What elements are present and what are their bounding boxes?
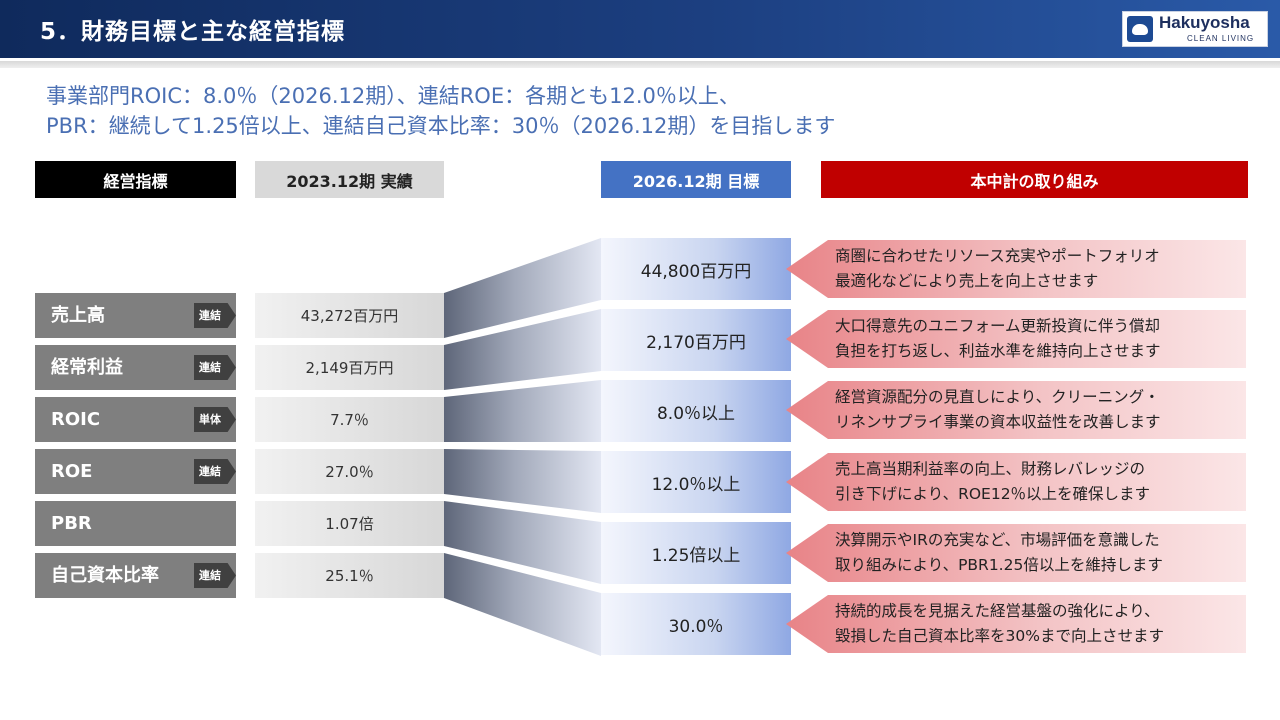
initiative-equity-ratio: 持続的成長を見据えた経営基盤の強化により、 毀損した自己資本比率を30%まで向上… [786,595,1246,653]
target-roe: 12.0％以上 [601,451,791,513]
initiative-line: 決算開示やIRの充実など、市場評価を意識した [835,531,1160,549]
actual-equity-ratio: 25.1％ [255,553,444,598]
consolidated-tag: 連結 [194,563,236,588]
kpi-label: ROIC [51,409,101,430]
flow-connector-pbr [444,501,601,584]
flow-connector-sales [444,238,601,338]
actual-roic: 7.7％ [255,397,444,442]
initiative-line: 大口得意先のユニフォーム更新投資に伴う償却 [835,317,1161,335]
header-divider [0,61,1280,68]
initiative-line: 持続的成長を見据えた経営基盤の強化により、 [835,602,1160,620]
kpi-label: 自己資本比率 [51,565,159,586]
subtitle-line-1: 事業部門ROIC：8.0％（2026.12期）、連結ROE：各期とも12.0％以… [46,84,740,108]
target-ordinary-profit: 2,170百万円 [601,309,791,371]
kpi-roic: ROIC 単体 [35,397,236,442]
kpi-label: 売上高 [51,305,105,326]
initiative-line: リネンサプライ事業の資本収益性を改善します [835,413,1161,431]
consolidated-tag: 連結 [194,303,236,328]
initiative-line: 売上高当期利益率の向上、財務レバレッジの [835,460,1146,478]
actual-pbr: 1.07倍 [255,501,444,546]
initiative-line: 引き下げにより、ROE12％以上を確保します [835,485,1151,503]
target-equity-ratio: 30.0％ [601,593,791,655]
actual-roe: 27.0％ [255,449,444,494]
flow-connector-roe [444,449,601,513]
target-sales: 44,800百万円 [601,238,791,300]
actual-sales: 43,272百万円 [255,293,444,338]
page-title: 5．財務目標と主な経営指標 [40,19,346,45]
standalone-tag: 単体 [194,407,236,432]
initiative-text: 商圏に合わせたリソース充実やポートフォリオ 最適化などにより売上を向上させます [835,244,1160,294]
initiative-sales: 商圏に合わせたリソース充実やポートフォリオ 最適化などにより売上を向上させます [786,240,1246,298]
logo-subtitle: CLEAN LIVING [1187,34,1255,43]
kpi-equity-ratio: 自己資本比率 連結 [35,553,236,598]
consolidated-tag: 連結 [194,459,236,484]
initiative-text: 大口得意先のユニフォーム更新投資に伴う償却 負担を打ち返し、利益水準を維持向上さ… [835,314,1161,364]
kpi-sales: 売上高 連結 [35,293,236,338]
initiative-line: 負担を打ち返し、利益水準を維持向上させます [835,342,1161,360]
initiative-line: 商圏に合わせたリソース充実やポートフォリオ [835,247,1160,265]
target-roic: 8.0％以上 [601,380,791,442]
initiative-roic: 経営資源配分の見直しにより、クリーニング・ リネンサプライ事業の資本収益性を改善… [786,381,1246,439]
initiative-roe: 売上高当期利益率の向上、財務レバレッジの 引き下げにより、ROE12％以上を確保… [786,453,1246,511]
flow-connector-ordinary-profit [444,309,601,390]
initiative-line: 取り組みにより、PBR1.25倍以上を維持します [835,556,1163,574]
initiative-text: 経営資源配分の見直しにより、クリーニング・ リネンサプライ事業の資本収益性を改善… [835,385,1161,435]
initiative-text: 売上高当期利益率の向上、財務レバレッジの 引き下げにより、ROE12％以上を確保… [835,457,1150,507]
flow-connector-equity-ratio [444,553,601,656]
kpi-roe: ROE 連結 [35,449,236,494]
company-logo: Hakuyosha CLEAN LIVING [1122,11,1268,47]
kpi-label: 経常利益 [51,357,123,378]
target-pbr: 1.25倍以上 [601,522,791,584]
logo-name: Hakuyosha [1159,13,1250,32]
initiative-ordinary-profit: 大口得意先のユニフォーム更新投資に伴う償却 負担を打ち返し、利益水準を維持向上さ… [786,310,1246,368]
initiative-line: 毀損した自己資本比率を30%まで向上させます [835,627,1164,645]
initiative-line: 経営資源配分の見直しにより、クリーニング・ [835,388,1160,406]
actual-ordinary-profit: 2,149百万円 [255,345,444,390]
subtitle-line-2: PBR：継続して1.25倍以上、連結自己資本比率：30％（2026.12期）を目… [46,114,836,138]
flow-connector-roic [444,380,601,442]
kpi-pbr: PBR [35,501,236,546]
column-header-initiatives: 本中計の取り組み [821,161,1248,198]
kpi-label: ROE [51,461,93,482]
initiative-text: 持続的成長を見据えた経営基盤の強化により、 毀損した自己資本比率を30%まで向上… [835,599,1164,649]
column-header-actual: 2023.12期 実績 [255,161,444,198]
header-bar: 5．財務目標と主な経営指標 Hakuyosha CLEAN LIVING [0,0,1280,58]
initiative-line: 最適化などにより売上を向上させます [835,272,1099,290]
consolidated-tag: 連結 [194,355,236,380]
initiative-pbr: 決算開示やIRの充実など、市場評価を意識した 取り組みにより、PBR1.25倍以… [786,524,1246,582]
kpi-ordinary-profit: 経常利益 連結 [35,345,236,390]
kpi-label: PBR [51,513,92,534]
initiative-text: 決算開示やIRの充実など、市場評価を意識した 取り組みにより、PBR1.25倍以… [835,528,1163,578]
column-header-target: 2026.12期 目標 [601,161,791,198]
logo-icon [1127,16,1153,42]
column-header-kpi: 経営指標 [35,161,236,198]
